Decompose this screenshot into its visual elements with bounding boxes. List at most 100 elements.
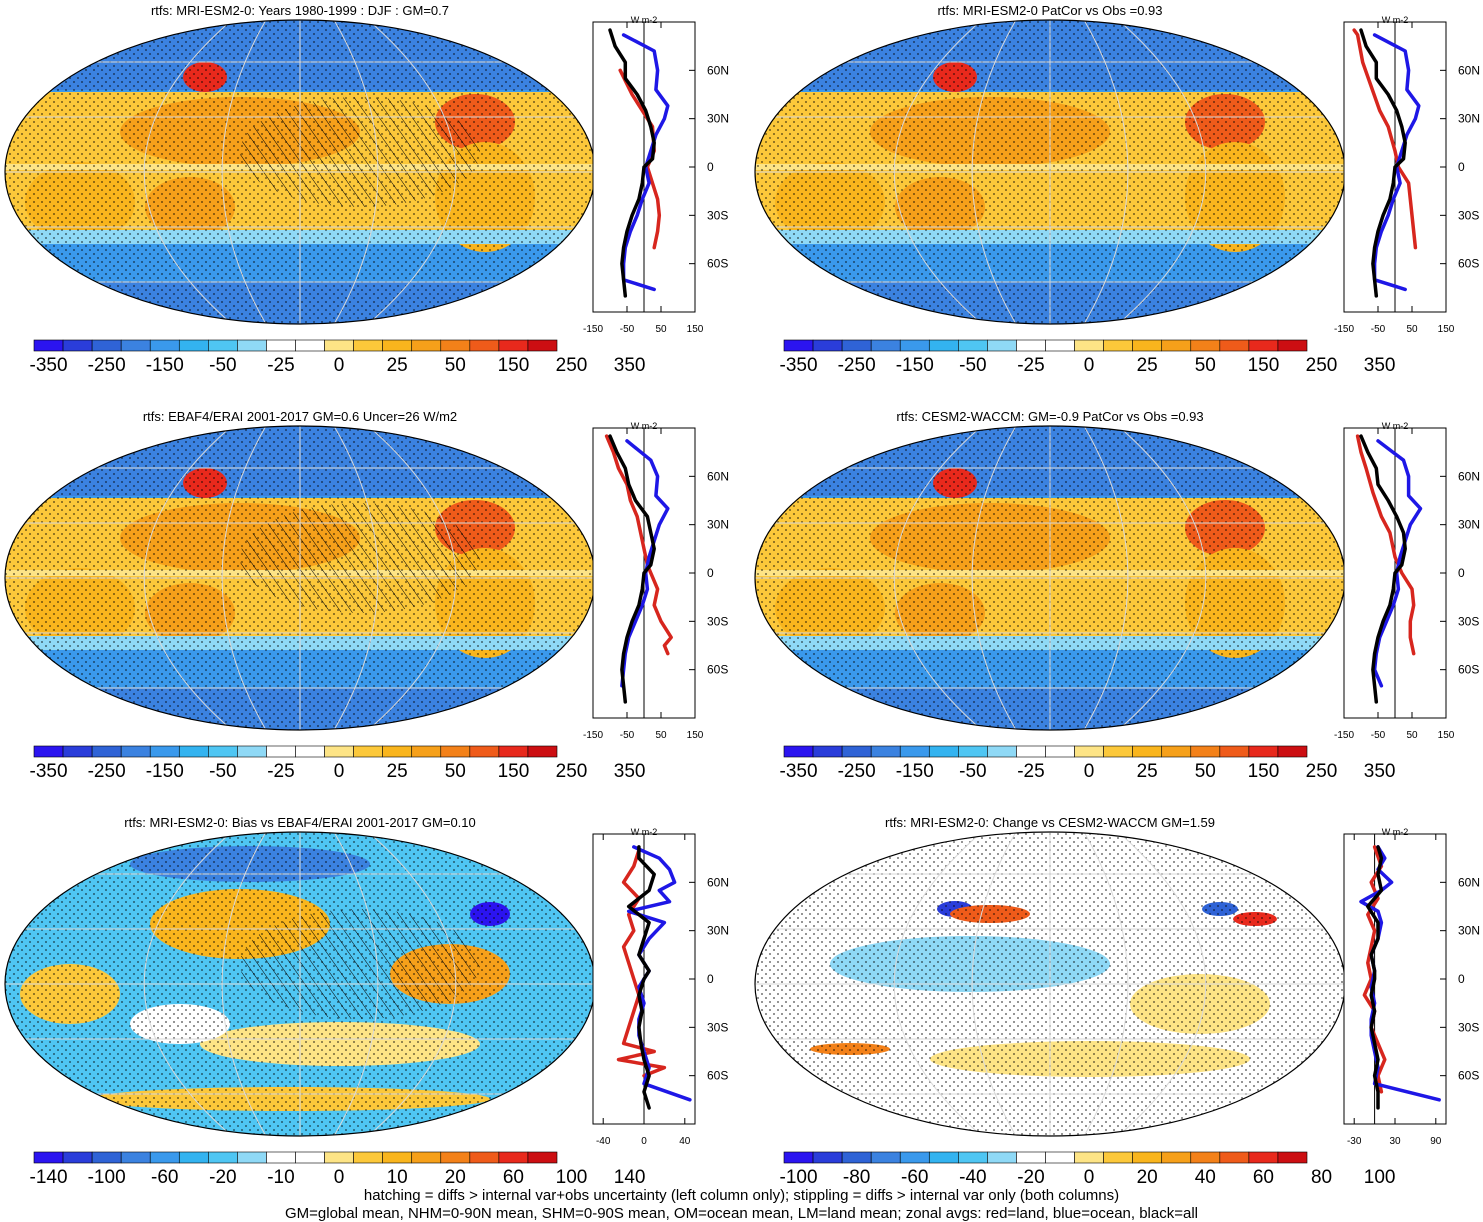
- colorbar-cell: [841, 1151, 872, 1164]
- map: [754, 831, 1346, 1137]
- colorbar-cell: [1161, 1151, 1192, 1164]
- map-field: [755, 832, 1345, 1136]
- zonal-xtick-label: -40: [596, 1136, 611, 1147]
- colorbar-cell: [1219, 1151, 1250, 1164]
- colorbar-cell: [1016, 745, 1046, 758]
- colorbar-label: -60: [151, 1167, 178, 1188]
- colorbar-cell: [1132, 745, 1163, 758]
- longitude-line: [143, 832, 233, 1136]
- colorbar-label: -50: [959, 761, 986, 782]
- colorbar-cell: [382, 745, 413, 758]
- colorbar-label: 150: [498, 355, 530, 376]
- longitude-line: [1083, 20, 1129, 324]
- zonal-ytick-label: 0: [1458, 972, 1465, 986]
- colorbar-label: -150: [146, 761, 184, 782]
- colorbar-label: 20: [445, 1167, 466, 1188]
- colorbar-label: 350: [1364, 761, 1396, 782]
- longitude-line: [333, 426, 379, 730]
- zonal-ytick-label: 30S: [1458, 208, 1479, 222]
- colorbar-label: 350: [1364, 355, 1396, 376]
- map-field: [5, 20, 595, 324]
- colorbar-cell: [498, 745, 529, 758]
- zonal-xtick-label: 50: [1406, 730, 1418, 741]
- colorbar-cell: [266, 339, 296, 352]
- colorbar-cell: [91, 339, 122, 352]
- zonal-xtick-label: 0: [641, 1136, 647, 1147]
- panel-title: rtfs: MRI-ESM2-0: Change vs CESM2-WACCM …: [885, 815, 1215, 830]
- colorbar-cell: [208, 745, 238, 758]
- colorbar-label: -25: [267, 355, 294, 376]
- panel-6: rtfs: MRI-ESM2-0: Change vs CESM2-WACCM …: [754, 815, 1480, 1188]
- panel-5: rtfs: MRI-ESM2-0: Bias vs EBAF4/ERAI 200…: [4, 815, 729, 1188]
- longitude-line: [367, 426, 457, 730]
- panel-title: rtfs: MRI-ESM2-0: Years 1980-1999 : DJF …: [151, 3, 449, 18]
- longitude-line: [1083, 426, 1129, 730]
- colorbar-cell: [841, 339, 872, 352]
- colorbar-cell: [1277, 339, 1308, 352]
- colorbar-cell: [498, 1151, 529, 1164]
- colorbar-label: 20: [1137, 1167, 1158, 1188]
- colorbar: -350 -250 -150 -50 -25 0 25 50 150 250 350: [780, 339, 1396, 376]
- graticule: [5, 426, 595, 730]
- colorbar-cell: [812, 1151, 843, 1164]
- longitude-line: [367, 832, 457, 1136]
- longitude-line: [221, 426, 267, 730]
- zonal-xtick-label: -50: [1371, 324, 1386, 335]
- colorbar-cell: [527, 1151, 558, 1164]
- zonal-ytick-label: 60N: [1458, 469, 1480, 483]
- zonal-ytick-label: 60S: [707, 1069, 728, 1083]
- colorbar-label: -50: [959, 355, 986, 376]
- zonal-ytick-label: 30S: [1458, 1020, 1479, 1034]
- colorbar-cell: [987, 745, 1017, 758]
- panel-title: rtfs: MRI-ESM2-0: Bias vs EBAF4/ERAI 200…: [124, 815, 476, 830]
- longitude-line: [971, 832, 1017, 1136]
- zonal-ytick-label: 0: [707, 160, 714, 174]
- zonal-series-land: [1362, 845, 1387, 1094]
- zonal-units: W m-2: [631, 421, 658, 431]
- colorbar-cell: [527, 745, 558, 758]
- colorbar-cell: [1277, 1151, 1308, 1164]
- colorbar-cell: [324, 745, 354, 758]
- zonal-xtick-label: -30: [1347, 1136, 1362, 1147]
- colorbar: -350 -250 -150 -50 -25 0 25 50 150 250 350: [30, 745, 645, 782]
- colorbar-cell: [237, 339, 267, 352]
- colorbar-cell: [411, 745, 442, 758]
- colorbar-cell: [411, 339, 442, 352]
- zonal-xtick-label: -150: [583, 730, 603, 741]
- longitude-line: [971, 20, 1017, 324]
- longitude-line: [143, 20, 233, 324]
- longitude-line: [893, 832, 983, 1136]
- colorbar: -100 -80 -60 -40 -20 0 20 40 60 80 100: [780, 1151, 1395, 1188]
- colorbar-cell: [527, 339, 558, 352]
- colorbar-label: -100: [88, 1167, 126, 1188]
- colorbar-label: 0: [1084, 761, 1095, 782]
- colorbar-cell: [178, 1151, 209, 1164]
- colorbar-label: 25: [387, 761, 408, 782]
- colorbar-cell: [62, 745, 93, 758]
- colorbar-label: 250: [1306, 355, 1338, 376]
- colorbar-cell: [178, 745, 209, 758]
- colorbar-label: -250: [88, 761, 126, 782]
- longitude-line: [893, 20, 983, 324]
- colorbar-cell: [324, 1151, 354, 1164]
- zonal-ytick-label: 60N: [1458, 63, 1480, 77]
- zonal-series-all: [626, 845, 656, 1110]
- zonal-units: W m-2: [631, 827, 658, 837]
- zonal-units: W m-2: [631, 15, 658, 25]
- colorbar: -350 -250 -150 -50 -25 0 25 50 150 250 350: [780, 745, 1396, 782]
- zonal-ytick-label: 30N: [707, 518, 729, 532]
- colorbar-label: 0: [334, 1167, 345, 1188]
- colorbar-cell: [237, 1151, 267, 1164]
- zonal-ytick-label: 30N: [1458, 112, 1480, 126]
- colorbar-cell: [899, 339, 930, 352]
- colorbar-label: 80: [1311, 1167, 1332, 1188]
- zonal-ytick-label: 30N: [707, 924, 729, 938]
- zonal-series-land: [1355, 434, 1416, 656]
- colorbar-cell: [1016, 339, 1046, 352]
- colorbar-cell: [1277, 745, 1308, 758]
- longitude-line: [1117, 20, 1207, 324]
- colorbar-cell: [382, 1151, 413, 1164]
- colorbar-cell: [411, 1151, 442, 1164]
- colorbar-cell: [33, 745, 64, 758]
